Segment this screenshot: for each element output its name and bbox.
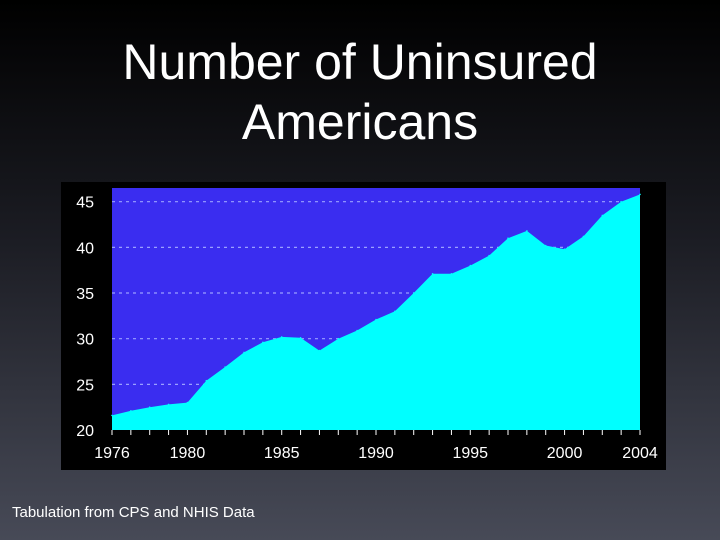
data-point-2001 bbox=[582, 235, 585, 238]
data-point-2000 bbox=[563, 248, 566, 250]
x-tick-label-1985: 1985 bbox=[264, 445, 300, 462]
uninsured-area-chart: 20 25 30 35 40 45 1976 1980 1985 1990 1995 2000 200… bbox=[61, 182, 666, 470]
data-point-1997 bbox=[507, 237, 509, 239]
data-point-1990 bbox=[375, 318, 377, 321]
data-point-1983 bbox=[243, 351, 245, 354]
data-point-1985 bbox=[280, 336, 283, 338]
y-tick-label-25: 25 bbox=[76, 377, 94, 394]
data-point-1993 bbox=[431, 273, 434, 275]
data-point-1984 bbox=[262, 341, 264, 344]
data-point-2002 bbox=[601, 214, 604, 217]
data-point-1996 bbox=[488, 254, 490, 257]
data-point-1989 bbox=[356, 329, 358, 332]
y-tick-label-20: 20 bbox=[76, 423, 94, 440]
x-tick-label-1990: 1990 bbox=[358, 445, 394, 462]
data-point-1988 bbox=[337, 337, 340, 340]
data-point-1981 bbox=[205, 379, 208, 382]
data-point-1976 bbox=[111, 414, 113, 417]
data-point-1998 bbox=[526, 230, 528, 232]
x-tick-label-1980: 1980 bbox=[170, 445, 206, 462]
y-tick-label-35: 35 bbox=[76, 286, 94, 303]
data-point-1977 bbox=[130, 410, 132, 412]
data-point-1987 bbox=[318, 349, 321, 352]
data-point-2003 bbox=[620, 200, 622, 203]
x-tick-label-1995: 1995 bbox=[452, 445, 488, 462]
data-point-1980 bbox=[186, 401, 189, 404]
data-point-1992 bbox=[412, 292, 415, 294]
x-tick-label-1976: 1976 bbox=[94, 445, 130, 462]
y-tick-labels: 20 25 30 35 40 45 bbox=[76, 195, 94, 440]
y-tick-label-30: 30 bbox=[76, 332, 94, 349]
data-point-1979 bbox=[167, 403, 170, 406]
data-point-1999 bbox=[544, 244, 547, 247]
data-point-2004 bbox=[639, 193, 641, 196]
data-point-1978 bbox=[148, 406, 151, 408]
data-point-1994 bbox=[450, 273, 453, 275]
source-caption: Tabulation from CPS and NHIS Data bbox=[12, 504, 255, 521]
x-tick-marks bbox=[111, 430, 641, 435]
x-tick-label-2000: 2000 bbox=[547, 445, 583, 462]
data-point-1991 bbox=[394, 310, 396, 313]
x-tick-label-2004: 2004 bbox=[622, 445, 658, 462]
uninsured-area-series bbox=[112, 194, 640, 430]
data-point-1982 bbox=[224, 366, 226, 368]
slide-title: Number of Uninsured Americans bbox=[122, 34, 598, 150]
y-tick-label-45: 45 bbox=[76, 195, 94, 212]
data-point-1986 bbox=[299, 337, 302, 339]
x-tick-labels: 1976 1980 1985 1990 1995 2000 2004 bbox=[94, 445, 658, 462]
data-point-1995 bbox=[469, 264, 472, 267]
y-tick-label-40: 40 bbox=[76, 240, 94, 257]
data-points bbox=[111, 193, 641, 417]
